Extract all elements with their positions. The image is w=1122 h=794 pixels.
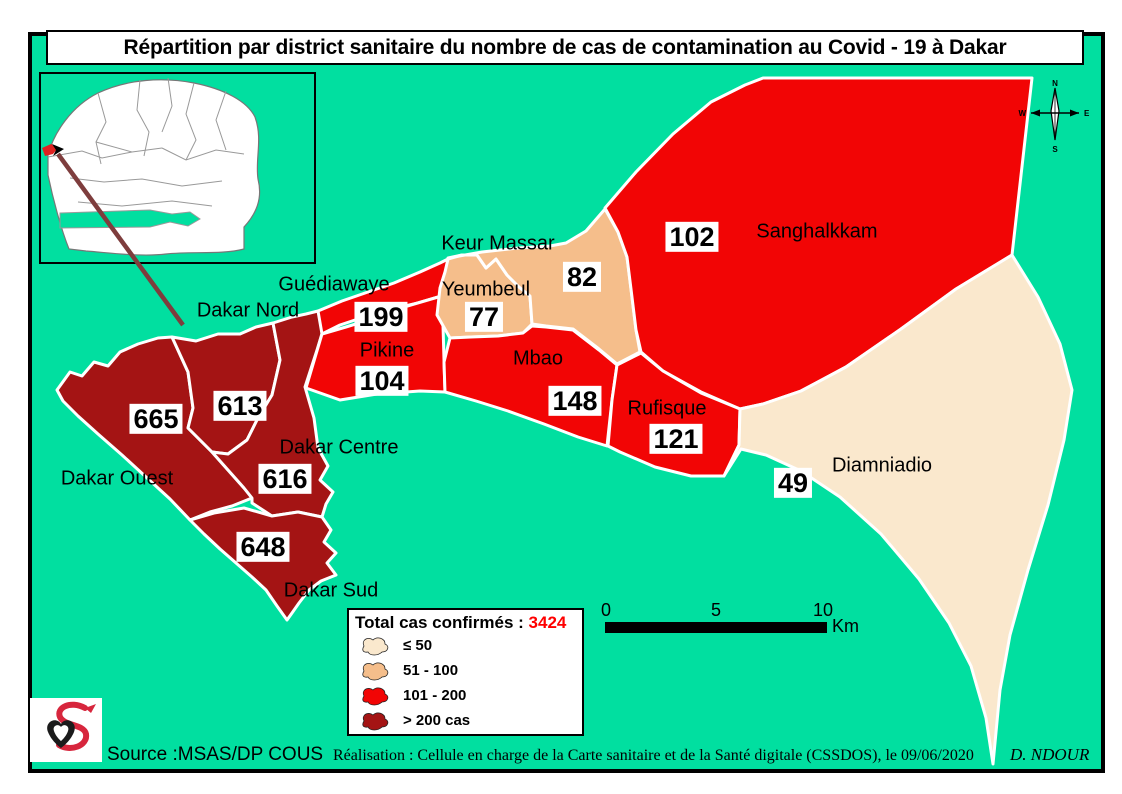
legend-swatch-icon: [362, 712, 389, 730]
district-case-count: 648: [236, 531, 290, 563]
legend-total-label: Total cas confirmés :: [355, 613, 524, 632]
district-name-label: Sanghalkkam: [756, 220, 878, 243]
district-name-label: Keur Massar: [441, 232, 555, 255]
district-name-label: Dakar Centre: [279, 436, 399, 459]
legend-item-label: > 200 cas: [403, 712, 471, 729]
district-case-count: 104: [355, 365, 409, 397]
legend-title: Total cas confirmés : 3424: [355, 613, 576, 633]
district-case-count: 613: [213, 390, 267, 422]
legend-swatch-icon: [362, 637, 389, 655]
legend-item: 101 - 200: [355, 683, 576, 708]
district-name-label: Mbao: [512, 347, 564, 370]
district-case-count: 148: [548, 385, 602, 417]
legend-swatch-icon: [362, 662, 389, 680]
district-name-label: Yeumbeul: [441, 278, 531, 301]
legend-total-value: 3424: [528, 613, 567, 632]
district-case-count: 121: [649, 423, 703, 455]
legend-swatch-icon: [362, 687, 389, 705]
district-name-label: Dakar Ouest: [60, 467, 174, 490]
legend-item: > 200 cas: [355, 708, 576, 733]
district-case-count: 49: [773, 467, 813, 499]
district-name-label: Guédiawaye: [278, 273, 390, 296]
legend: Total cas confirmés : 3424 ≤ 50 51 - 100 1…: [347, 608, 584, 736]
district-case-count: 199: [354, 301, 408, 333]
scale-bar: 0 5 10 Km: [598, 600, 868, 640]
scale-bar-rule: [605, 622, 827, 633]
scale-tick-0: 0: [600, 600, 612, 620]
district-case-count: 102: [665, 221, 719, 253]
scale-tick-5: 5: [710, 600, 722, 620]
msas-logo-icon: [47, 701, 96, 751]
legend-item-label: 101 - 200: [403, 687, 467, 704]
district-name-label: Pikine: [359, 339, 415, 362]
district-case-count: 82: [562, 261, 602, 293]
district-name-label: Diamniadio: [831, 454, 933, 477]
realisation-text: Réalisation : Cellule en charge de la Ca…: [333, 747, 974, 764]
scale-unit: Km: [832, 616, 859, 636]
scale-tick-10: 10: [812, 600, 834, 620]
legend-item-label: 51 - 100: [403, 662, 459, 679]
map-title: Répartition par district sanitaire du no…: [46, 30, 1084, 65]
district-name-label: Dakar Nord: [196, 299, 300, 322]
district-case-count: 665: [129, 403, 183, 435]
legend-rows: ≤ 50 51 - 100 101 - 200 > 200 cas: [355, 633, 576, 733]
district-case-count: 77: [464, 301, 504, 333]
source-text: Source :MSAS/DP COUS: [107, 744, 324, 765]
legend-item: 51 - 100: [355, 658, 576, 683]
legend-item-label: ≤ 50: [403, 637, 433, 654]
author-text: D. NDOUR: [1010, 745, 1090, 764]
district-name-label: Dakar Sud: [283, 579, 379, 602]
msas-logo: [30, 698, 102, 762]
district-name-label: Rufisque: [627, 397, 707, 420]
legend-item: ≤ 50: [355, 633, 576, 658]
district-case-count: 616: [258, 463, 312, 495]
